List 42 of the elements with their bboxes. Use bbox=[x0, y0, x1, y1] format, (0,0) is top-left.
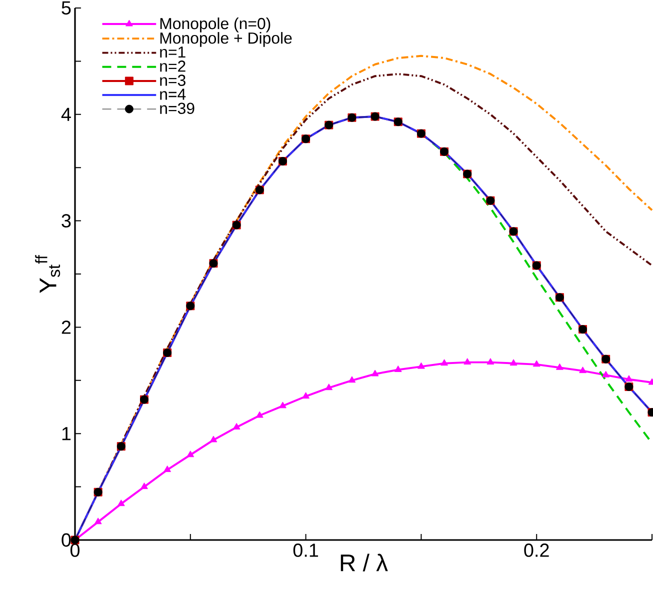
point bbox=[325, 384, 333, 390]
y-tick-label: 5 bbox=[62, 1, 71, 15]
point bbox=[164, 466, 172, 472]
x-axis-title: R / λ bbox=[340, 554, 388, 572]
point bbox=[440, 359, 448, 366]
point bbox=[486, 358, 494, 365]
point bbox=[186, 450, 194, 458]
legend-label: n=4 bbox=[160, 88, 186, 100]
point bbox=[418, 362, 425, 369]
point bbox=[140, 482, 148, 490]
point bbox=[371, 370, 379, 376]
y-axis-title: Y$_{st}$ff bbox=[35, 254, 60, 293]
point bbox=[302, 392, 310, 399]
y-tick-label: 3 bbox=[62, 214, 71, 228]
point bbox=[625, 375, 633, 382]
legend-label: n=39 bbox=[160, 102, 194, 114]
point bbox=[279, 402, 286, 408]
point bbox=[556, 363, 564, 370]
point bbox=[394, 366, 402, 372]
legend-label: n=1 bbox=[160, 46, 186, 58]
point bbox=[510, 359, 518, 366]
x-tick-label: 0 bbox=[70, 544, 80, 557]
y-tick-label: 0 bbox=[62, 533, 71, 547]
point bbox=[579, 366, 586, 374]
legend-label: n=2 bbox=[160, 60, 186, 72]
point bbox=[348, 376, 356, 383]
point bbox=[532, 360, 540, 367]
x-tick-label: 0.2 bbox=[524, 544, 549, 557]
y-tick-label: 1 bbox=[62, 427, 71, 440]
x-tick-label: 0.1 bbox=[293, 544, 318, 557]
point bbox=[602, 370, 610, 378]
legend-label: n=3 bbox=[160, 74, 186, 86]
point bbox=[256, 411, 264, 418]
point bbox=[94, 518, 102, 524]
legend-label: Monopole (n=0) bbox=[160, 18, 270, 32]
legend-label: Monopole + Dipole bbox=[160, 32, 292, 47]
y-tick-label: 2 bbox=[62, 320, 71, 334]
point bbox=[210, 436, 218, 442]
point bbox=[117, 500, 125, 506]
point bbox=[464, 358, 472, 365]
point bbox=[232, 422, 240, 430]
y-tick-label: 4 bbox=[61, 108, 71, 121]
